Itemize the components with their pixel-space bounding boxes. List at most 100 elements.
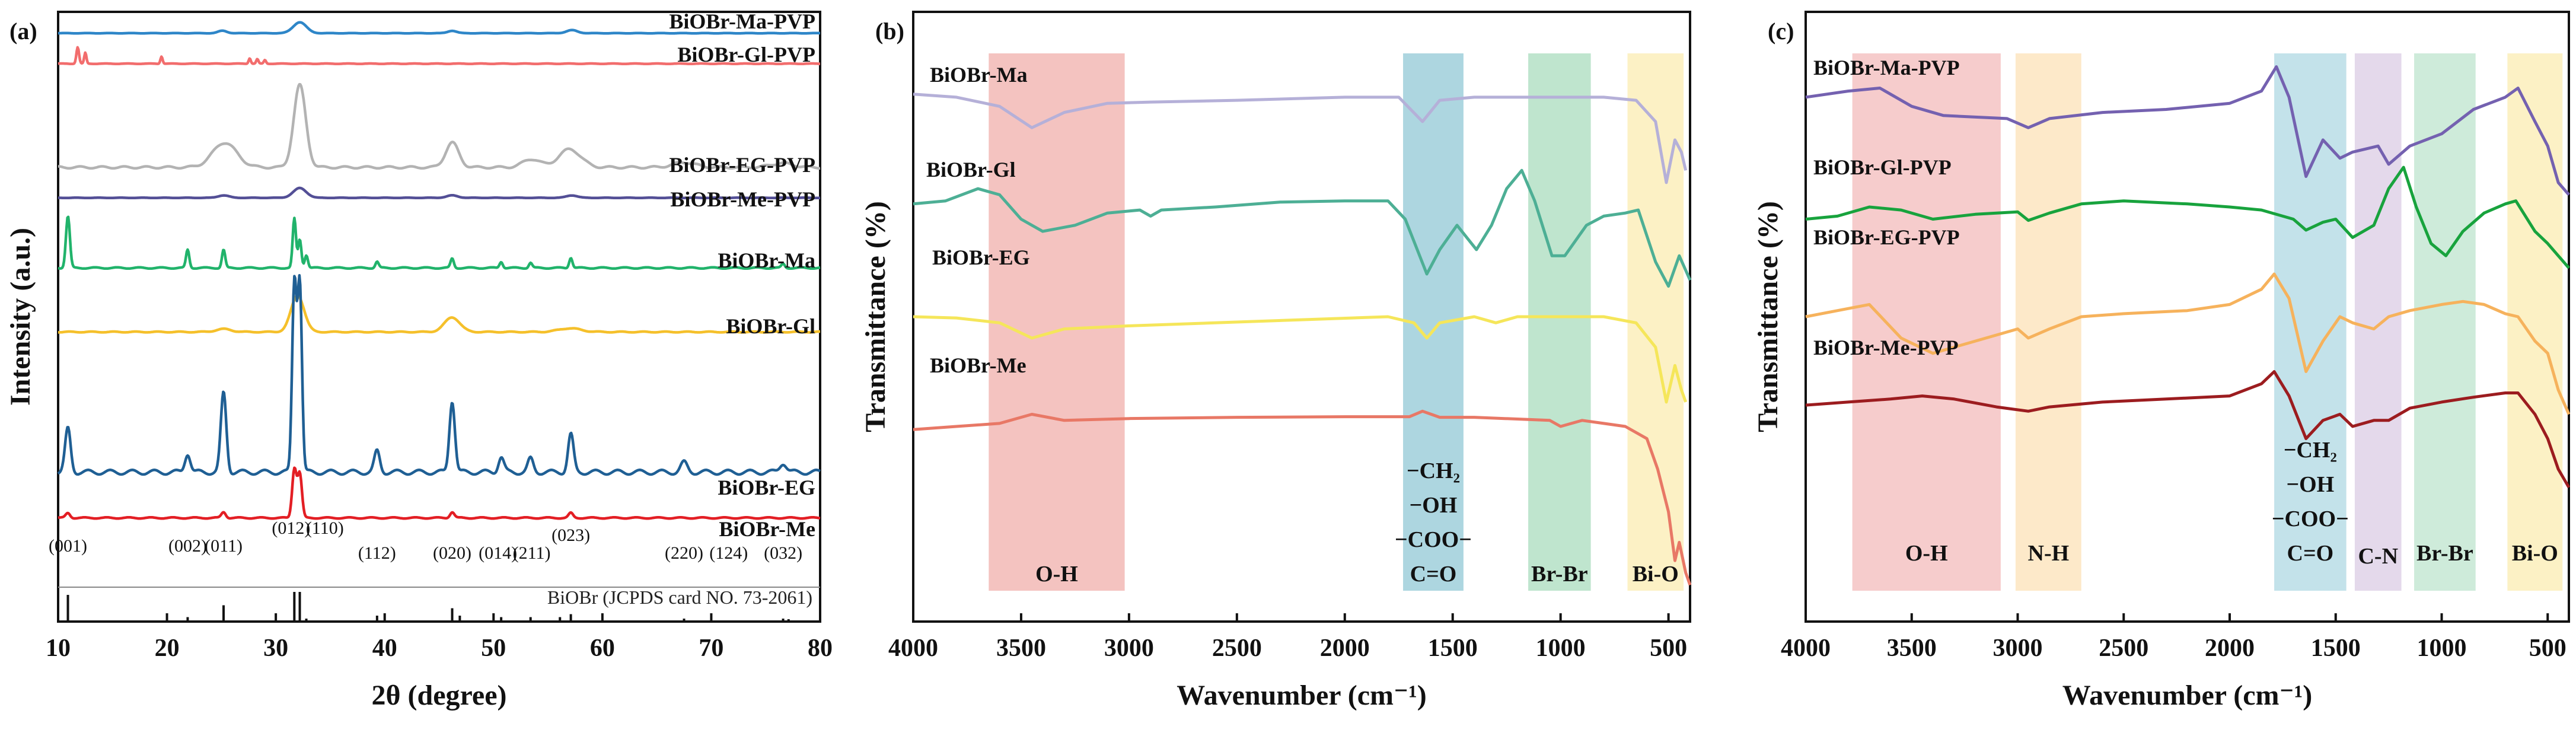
- x-tick-label: 4000: [888, 635, 938, 662]
- ftir-series-line: [1805, 65, 2570, 196]
- y-axis-title: Transmittance (%): [860, 201, 891, 432]
- series-label: BiOBr-Ma-PVP: [1813, 56, 1960, 79]
- peak-label: (211): [513, 543, 551, 563]
- xrd-series-line: [58, 82, 821, 170]
- series-label: BiOBr-EG: [932, 246, 1030, 269]
- band-label: C-N: [2358, 544, 2398, 569]
- x-tick-label: 60: [590, 635, 615, 662]
- x-tick-label: 80: [808, 635, 833, 662]
- plot-frame: [57, 11, 821, 623]
- x-tick-label: 1500: [2311, 635, 2361, 662]
- x-tick-label: 1000: [1536, 635, 1586, 662]
- xrd-series-line: [58, 186, 821, 200]
- series-label: BiOBr-Me: [930, 353, 1026, 377]
- peak-label: (001): [49, 536, 87, 556]
- series-label: BiOBr-Ma: [930, 63, 1028, 87]
- y-axis-title: Intensity (a.u.): [5, 228, 36, 406]
- xrd-series-line: [58, 466, 821, 520]
- x-tick-label: 30: [263, 635, 288, 662]
- ftir-series-line: [913, 409, 1692, 586]
- xrd-series-line: [58, 21, 821, 35]
- x-axis-title: 2θ (degree): [371, 680, 506, 711]
- y-axis-title: Transmittance (%): [1752, 201, 1784, 432]
- band-label: Br-Br: [1531, 562, 1588, 587]
- band-label: Bi-O: [1633, 562, 1679, 587]
- panel-label: (a): [9, 18, 37, 44]
- ftir-series-line: [1805, 272, 2571, 415]
- peak-label: (011): [205, 536, 243, 556]
- x-tick-label: 500: [1650, 635, 1687, 662]
- peak-label: (023): [551, 525, 590, 545]
- x-tick-label: 70: [699, 635, 723, 662]
- x-tick-label: 10: [46, 635, 71, 662]
- x-tick-label: 500: [2529, 635, 2567, 662]
- xrd-series-line: [57, 274, 821, 476]
- x-tick-label: 3500: [1887, 635, 1937, 662]
- band-label: O-H: [1905, 541, 1948, 566]
- assignment-band: [2507, 53, 2563, 591]
- xrd-series-line: [58, 294, 821, 334]
- series-label: BiOBr-Gl: [926, 158, 1016, 181]
- x-tick-label: 2500: [2099, 635, 2148, 662]
- peak-label: (032): [764, 543, 802, 563]
- x-tick-label: 1000: [2417, 635, 2467, 662]
- x-tick-label: 1500: [1428, 635, 1478, 662]
- x-tick-label: 3500: [996, 635, 1046, 662]
- ftir-series-line: [1805, 370, 2571, 489]
- x-tick-label: 3000: [1993, 635, 2043, 662]
- xrd-series-line: [58, 46, 821, 66]
- series-label: BiOBr-Me-PVP: [670, 187, 815, 211]
- ftir-panel: O-H −CH₂ −OH −COO− C=O Br-Br Bi-O BiOBr-Ma BiOBr…: [860, 11, 1692, 711]
- series-label: BiOBr-Me: [719, 517, 815, 541]
- peak-label: (220): [665, 543, 703, 563]
- series-label: BiOBr-EG: [718, 476, 815, 499]
- band-label: Br-Br: [2416, 541, 2473, 566]
- xrd-panel: BiOBr-Ma-PVP BiOBr-Gl-PVP BiOBr-EG-PVP BiOB…: [5, 9, 833, 711]
- ftir-series-line: [913, 93, 1688, 184]
- assignment-band: [1528, 53, 1591, 591]
- ftir-series-line: [913, 315, 1688, 404]
- band-label: N-H: [2028, 541, 2070, 566]
- assignment-band: [989, 53, 1125, 591]
- x-tick-label: 20: [155, 635, 180, 662]
- x-tick-label: 2000: [1320, 635, 1370, 662]
- xrd-series-line: [58, 215, 821, 270]
- series-label: BiOBr-EG-PVP: [1813, 225, 1960, 249]
- x-tick-label: 4000: [1781, 635, 1831, 662]
- panel-label: (b): [875, 18, 904, 44]
- band-label: −CH₂ −OH −COO− C=O: [2272, 438, 2349, 566]
- peak-label: (020): [433, 543, 471, 563]
- ftir-panel: O-H N-H −CH₂ −OH −COO− C=O C-N Br-Br Bi-O BiOBr-M…: [1752, 11, 2571, 711]
- peak-label: (012): [272, 518, 310, 538]
- reference-label: BiOBr (JCPDS card NO. 73-2061): [547, 587, 812, 608]
- series-label: BiOBr-EG-PVP: [669, 153, 815, 177]
- band-label: Bi-O: [2512, 541, 2558, 566]
- x-tick-label: 50: [481, 635, 506, 662]
- band-label: −CH₂ −OH −COO− C=O: [1395, 458, 1472, 587]
- x-tick-label: 2500: [1212, 635, 1262, 662]
- peak-label: (110): [306, 518, 344, 538]
- series-label: BiOBr-Ma: [718, 249, 815, 272]
- ftir-series-line: [1805, 165, 2570, 269]
- assignment-band: [2274, 53, 2347, 591]
- x-tick-label: 3000: [1104, 635, 1154, 662]
- assignment-band: [1852, 53, 2001, 591]
- x-axis-title: Wavenumber (cm⁻¹): [1177, 680, 1426, 711]
- band-label: O-H: [1035, 562, 1078, 587]
- assignment-band: [2354, 53, 2402, 591]
- peak-label: (124): [709, 543, 748, 563]
- series-label: BiOBr-Me-PVP: [1813, 336, 1959, 359]
- peak-label: (112): [358, 543, 396, 563]
- x-tick-label: 2000: [2205, 635, 2255, 662]
- assignment-band: [2414, 53, 2476, 591]
- series-label: BiOBr-Gl-PVP: [1813, 155, 1952, 179]
- panel-label: (c): [1768, 18, 1794, 44]
- x-tick-label: 40: [372, 635, 397, 662]
- peak-label: (014): [479, 543, 517, 563]
- ftir-series-line: [913, 168, 1692, 288]
- series-label: BiOBr-Ma-PVP: [669, 9, 815, 33]
- peak-label: (002): [168, 536, 207, 556]
- series-label: BiOBr-Gl: [726, 314, 815, 338]
- series-label: BiOBr-Gl-PVP: [677, 43, 815, 66]
